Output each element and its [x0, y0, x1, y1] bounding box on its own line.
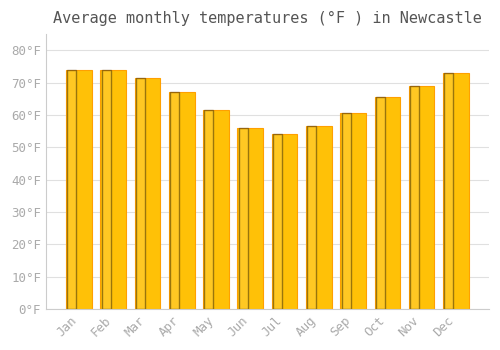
Bar [134, 78, 160, 309]
Bar [340, 113, 366, 309]
Bar [238, 128, 263, 309]
FancyBboxPatch shape [342, 113, 350, 309]
Bar [409, 86, 434, 309]
FancyBboxPatch shape [102, 70, 110, 309]
Bar [272, 134, 297, 309]
FancyBboxPatch shape [238, 128, 248, 309]
FancyBboxPatch shape [376, 97, 385, 309]
FancyBboxPatch shape [308, 126, 316, 309]
Bar [100, 70, 126, 309]
FancyBboxPatch shape [444, 73, 454, 309]
Bar [203, 110, 229, 309]
FancyBboxPatch shape [204, 110, 214, 309]
FancyBboxPatch shape [136, 78, 145, 309]
FancyBboxPatch shape [410, 86, 419, 309]
Bar [169, 92, 194, 309]
FancyBboxPatch shape [170, 92, 179, 309]
FancyBboxPatch shape [273, 134, 282, 309]
Bar [374, 97, 400, 309]
Bar [306, 126, 332, 309]
Title: Average monthly temperatures (°F ) in Newcastle: Average monthly temperatures (°F ) in Ne… [53, 11, 482, 26]
FancyBboxPatch shape [68, 70, 76, 309]
Bar [66, 70, 92, 309]
Bar [443, 73, 469, 309]
